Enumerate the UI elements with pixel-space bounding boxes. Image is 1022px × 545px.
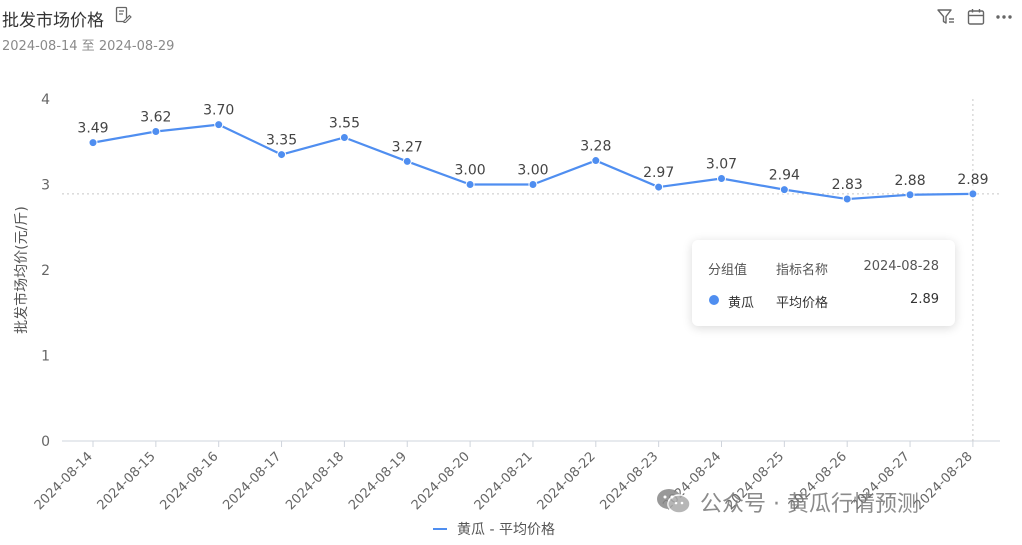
data-label: 2.97 <box>643 165 674 181</box>
data-point[interactable] <box>465 180 475 189</box>
data-label: 3.70 <box>203 103 234 119</box>
data-point[interactable] <box>842 194 852 204</box>
tooltip-series-dot <box>709 295 719 305</box>
x-tick-label: 2024-08-17 <box>220 449 284 513</box>
data-point[interactable] <box>214 120 224 130</box>
x-tick-label: 2024-08-21 <box>472 449 536 513</box>
chart-subtitle: 2024-08-14 至 2024-08-29 <box>2 39 175 54</box>
legend-label: 黄瓜 - 平均价格 <box>457 521 555 538</box>
data-point[interactable] <box>151 126 161 136</box>
chart-header: 批发市场价格 2024-08-14 至 2024-08-29 <box>0 0 1022 60</box>
x-tick-label: 2024-08-22 <box>535 449 599 513</box>
y-tick-label: 4 <box>41 92 50 108</box>
chart-title: 批发市场价格 <box>2 11 104 31</box>
data-label: 2.83 <box>832 177 863 193</box>
x-tick-label: 2024-08-23 <box>597 449 661 513</box>
y-tick-label: 0 <box>41 434 50 450</box>
y-tick-label: 3 <box>41 178 50 194</box>
data-point[interactable] <box>402 156 412 166</box>
calendar-icon[interactable] <box>966 7 986 27</box>
tooltip-header-metric: 指标名称 <box>776 263 829 278</box>
data-label: 3.35 <box>266 133 297 149</box>
y-tick-label: 1 <box>41 349 50 365</box>
x-tick-label: 2024-08-19 <box>346 449 410 513</box>
x-tick-label: 2024-08-18 <box>283 449 347 513</box>
y-axis-title: 批发市场均价(元/斤) <box>13 206 30 334</box>
data-point[interactable] <box>905 190 915 200</box>
tooltip-header-date: 2024-08-28 <box>863 259 939 274</box>
data-label: 2.89 <box>957 172 988 188</box>
tooltip-header-group: 分组值 <box>708 263 748 278</box>
y-tick-label: 2 <box>41 263 50 279</box>
data-point[interactable] <box>88 138 98 148</box>
data-point[interactable] <box>528 180 538 189</box>
tooltip-row-group: 黄瓜 <box>728 296 755 311</box>
x-tick-label: 2024-08-14 <box>32 449 96 513</box>
watermark-text: 公众号 · 黄瓜行情预测 <box>700 492 919 517</box>
document-edit-icon[interactable] <box>114 6 132 24</box>
data-label: 2.88 <box>894 173 925 189</box>
wechat-icon <box>657 489 691 514</box>
legend[interactable]: 黄瓜 - 平均价格 <box>433 521 555 538</box>
x-tick-label: 2024-08-20 <box>409 449 473 513</box>
data-label: 3.07 <box>706 157 737 173</box>
data-point[interactable] <box>968 189 978 199</box>
data-point[interactable] <box>277 150 287 160</box>
data-label: 3.49 <box>77 121 108 137</box>
data-point[interactable] <box>339 132 349 142</box>
tooltip-row-value: 2.89 <box>910 292 939 307</box>
data-label: 3.00 <box>517 163 548 179</box>
x-tick-label: 2024-08-28 <box>912 449 976 513</box>
tooltip: 分组值 指标名称 2024-08-28 黄瓜 平均价格 2.89 <box>692 240 955 326</box>
filter-icon[interactable] <box>936 7 956 27</box>
data-point[interactable] <box>779 185 789 195</box>
data-label: 3.55 <box>329 115 360 131</box>
more-icon[interactable] <box>994 7 1014 27</box>
tooltip-row-metric: 平均价格 <box>776 296 829 311</box>
x-tick-label: 2024-08-15 <box>95 449 159 513</box>
data-point[interactable] <box>654 182 664 192</box>
data-point[interactable] <box>717 174 726 184</box>
data-label: 2.94 <box>769 168 800 184</box>
data-label: 3.27 <box>392 139 423 155</box>
data-label: 3.62 <box>140 109 171 125</box>
data-point[interactable] <box>591 156 601 166</box>
x-tick-label: 2024-08-16 <box>157 449 221 513</box>
data-label: 3.28 <box>580 139 611 155</box>
data-label: 3.00 <box>455 163 486 179</box>
